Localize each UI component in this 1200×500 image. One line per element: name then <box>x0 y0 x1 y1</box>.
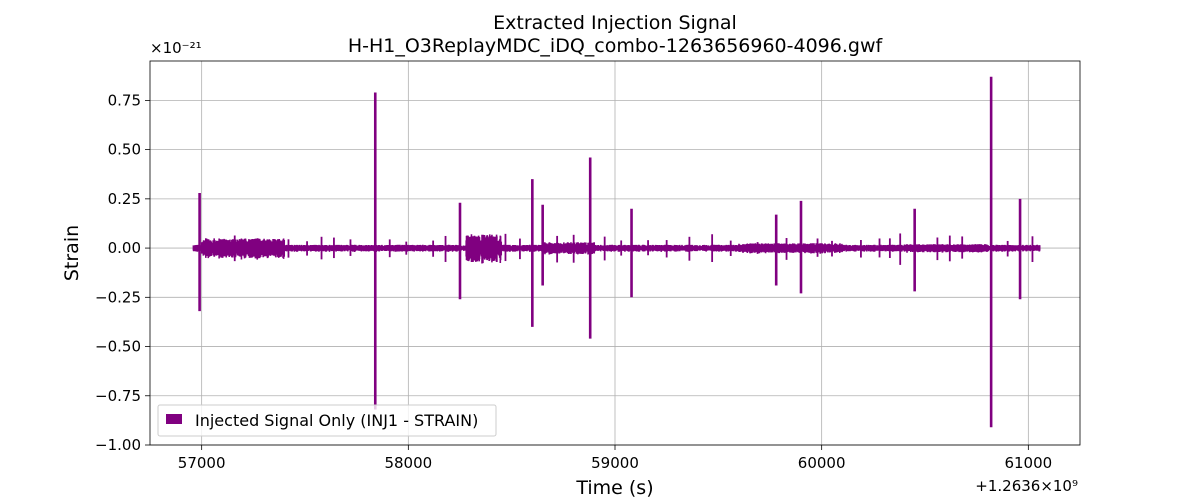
y-tick-label: −0.50 <box>95 338 141 356</box>
chart-title-line1: Extracted Injection Signal <box>493 12 737 34</box>
legend-box <box>157 404 497 437</box>
grid <box>150 61 1080 446</box>
chart-title-line2: H-H1_O3ReplayMDC_iDQ_combo-1263656960-40… <box>348 35 884 57</box>
x-tick-label: 60000 <box>798 454 846 472</box>
y-multiplier-label: ×10⁻²¹ <box>150 39 202 57</box>
legend-swatch <box>166 414 182 424</box>
y-tick-label: −0.75 <box>95 387 141 405</box>
x-tick-label: 59000 <box>591 454 639 472</box>
x-axis-label: Time (s) <box>575 477 653 499</box>
y-tick-label: 0.25 <box>108 190 141 208</box>
legend: Injected Signal Only (INJ1 - STRAIN) <box>157 404 497 437</box>
legend-label: Injected Signal Only (INJ1 - STRAIN) <box>195 411 478 430</box>
x-tick-label: 61000 <box>1004 454 1052 472</box>
y-tick-label: 0.75 <box>108 91 141 109</box>
y-tick-label: −0.25 <box>95 288 141 306</box>
y-axis-label: Strain <box>61 225 83 281</box>
x-axis-ticks: 57000 58000 59000 60000 61000 <box>178 445 1052 472</box>
y-tick-label: 0.00 <box>108 239 141 257</box>
y-tick-label: −1.00 <box>95 436 141 454</box>
x-tick-label: 58000 <box>384 454 432 472</box>
x-offset-label: +1.2636×10⁹ <box>975 477 1078 495</box>
series-injected-signal <box>192 76 1041 428</box>
y-tick-label: 0.50 <box>108 141 141 159</box>
y-axis-ticks: −1.00 −0.75 −0.50 −0.25 0.00 0.25 0.50 0.75 <box>95 91 150 454</box>
plot-area <box>192 76 1041 428</box>
x-tick-label: 57000 <box>178 454 226 472</box>
